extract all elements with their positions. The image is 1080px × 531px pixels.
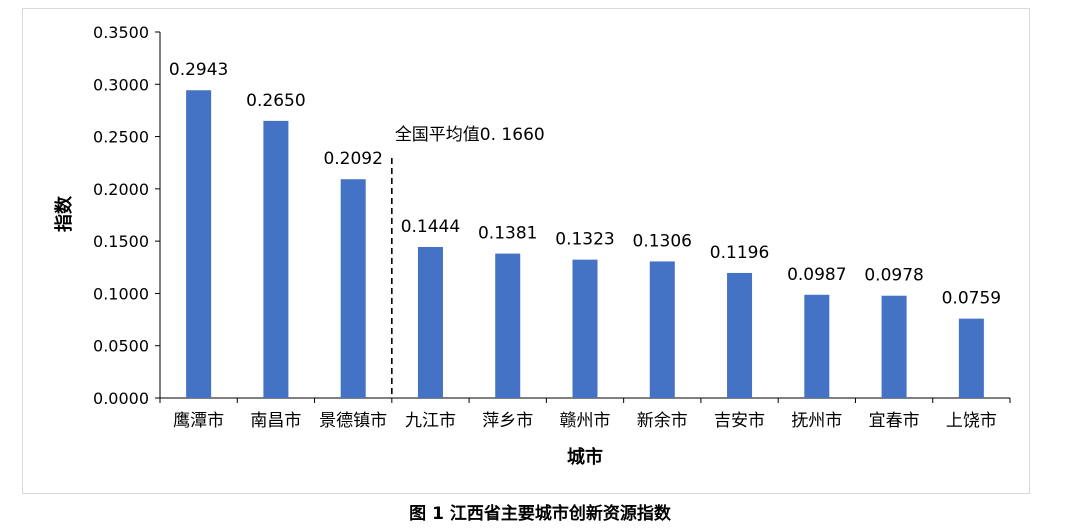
bar [649,261,675,398]
y-tick-label: 0.1500 [93,232,149,251]
x-tick-label: 赣州市 [560,411,611,431]
data-label: 0.1306 [633,231,692,251]
y-tick-label: 0.1000 [93,284,149,303]
x-axis-title: 城市 [567,446,603,468]
data-label: 0.1323 [555,230,614,250]
x-tick-label: 萍乡市 [482,411,533,431]
x-tick-label: 上饶市 [946,411,997,431]
data-label: 0.2092 [323,149,382,169]
data-label: 0.0978 [864,266,923,286]
bar [417,246,443,398]
bar-chart: 0.0000 0.0500 0.1000 0.1500 0.2000 0.2500 0.30… [53,23,1011,468]
x-tick-label: 景德镇市 [319,411,387,431]
bar [572,259,598,398]
y-tick-label: 0.0500 [93,337,149,356]
y-tick-label: 0.2000 [93,180,149,199]
chart-frame [22,8,1030,494]
bar [186,90,212,399]
data-label: 0.2943 [169,60,228,80]
x-tick-label: 宜春市 [869,411,920,431]
x-tick-label: 抚州市 [791,411,842,431]
bar [958,318,984,398]
x-tick-label: 南昌市 [250,411,301,431]
data-label: 0.2650 [246,91,305,111]
bar [881,295,907,398]
bar [340,179,366,398]
y-tick-label: 0.3500 [93,23,149,42]
data-label: 0.0987 [787,265,846,285]
data-label: 0.1381 [478,224,537,244]
bar [263,120,289,398]
data-label: 0.0759 [942,289,1001,309]
x-tick-label: 新余市 [637,411,688,431]
y-axis-title: 指数 [53,195,75,232]
y-tick-label: 0.0000 [93,389,149,408]
bar [804,294,830,398]
x-tick-label: 九江市 [405,411,456,431]
y-tick-label: 0.3000 [93,75,149,94]
y-tick-label: 0.2500 [93,128,149,147]
bar [727,272,753,398]
x-tick-label: 吉安市 [714,411,765,431]
bar [495,253,521,398]
figure-caption: 图 1 江西省主要城市创新资源指数 [409,504,671,524]
data-label: 0.1196 [710,243,769,263]
data-label: 0.1444 [401,217,460,237]
average-annotation: 全国平均值0. 1660 [395,125,545,145]
x-tick-label: 鹰潭市 [173,411,224,431]
